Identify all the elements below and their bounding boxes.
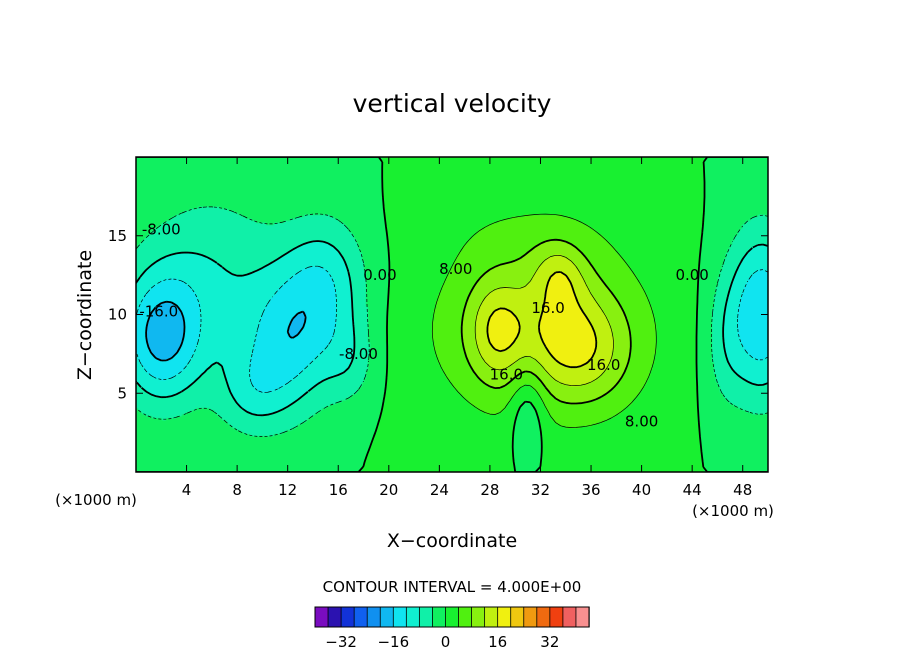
colorbar-swatch <box>418 606 434 628</box>
velocity-field <box>136 157 768 472</box>
colorbar: −32 −16 0 16 32 <box>314 606 590 651</box>
contour-line <box>460 238 632 405</box>
contour-label: 0.00 <box>675 266 708 284</box>
contour-lines <box>136 157 768 472</box>
colorbar-swatch <box>445 606 460 628</box>
x-tick-label: 28 <box>480 481 499 499</box>
x-tick-label: 36 <box>581 481 600 499</box>
contour-label: 16.0 <box>587 356 620 374</box>
contour-label: 16.0 <box>490 365 523 383</box>
x-axis-title: X−coordinate <box>387 530 517 552</box>
contour-line <box>136 240 768 417</box>
x-tick-label: 32 <box>531 481 550 499</box>
plot-area: -8.00 -16.0 0.00 -8.00 8.00 16.0 16.0 16.0 8.00 0… <box>135 156 769 473</box>
colorbar-swatch <box>536 606 551 628</box>
contour-line <box>486 271 598 369</box>
y-tick-label: 10 <box>108 306 127 324</box>
contour-label: 16.0 <box>531 299 564 317</box>
contour-label: 0.00 <box>363 266 396 284</box>
contour-line <box>136 157 768 472</box>
contour-line <box>431 213 657 428</box>
colorbar-swatch <box>340 606 355 628</box>
contour-labels: -8.00 -16.0 0.00 -8.00 8.00 16.0 16.0 16.0 8.00 0… <box>139 220 709 430</box>
contour-line <box>474 254 614 386</box>
x-tick-label: 48 <box>733 481 752 499</box>
colorbar-swatch <box>379 606 394 628</box>
colorbar-swatch <box>392 606 408 628</box>
y-tick-label: 15 <box>108 227 127 245</box>
colorbar-swatch <box>432 606 447 628</box>
x-tick-label: 12 <box>278 481 297 499</box>
colorbar-tick-label: −16 <box>377 633 409 651</box>
contour-label: 8.00 <box>439 260 472 278</box>
colorbar-tick-label: 0 <box>441 633 451 651</box>
colorbar-tick-label: 32 <box>540 633 559 651</box>
colorbar-swatch <box>405 606 421 628</box>
y-unit-label: (×1000 m) <box>55 491 137 509</box>
colorbar-swatch <box>327 606 342 628</box>
colorbar-tick-label: 16 <box>488 633 507 651</box>
x-tick-label: 4 <box>182 481 192 499</box>
colorbar-swatch <box>497 606 512 628</box>
colorbar-swatch <box>366 606 381 628</box>
chart-title: vertical velocity <box>353 89 552 118</box>
contour-label: -8.00 <box>339 345 378 363</box>
colorbar-tick-label: −32 <box>325 633 357 651</box>
contour-line <box>145 300 307 362</box>
y-axis-title: Z−coordinate <box>74 250 96 380</box>
x-tick-label: 40 <box>632 481 651 499</box>
x-tick-label: 24 <box>430 481 449 499</box>
x-tick-label: 8 <box>232 481 242 499</box>
contour-label: 8.00 <box>625 413 658 431</box>
contour-line <box>136 206 768 437</box>
x-tick-label: 44 <box>683 481 702 499</box>
contour-label: -8.00 <box>142 220 181 238</box>
contour-interval-label: CONTOUR INTERVAL = 4.000E+00 <box>323 578 582 596</box>
colorbar-swatch <box>353 606 368 628</box>
x-tick-label: 20 <box>379 481 398 499</box>
colorbar-swatch <box>575 606 590 628</box>
x-axis: 4 8 12 16 20 24 28 32 36 40 44 48 <box>182 157 752 499</box>
colorbar-swatch <box>484 606 499 628</box>
contour-label: -16.0 <box>139 302 178 320</box>
colorbar-frame <box>314 606 590 628</box>
y-axis: 5 10 15 <box>108 227 768 402</box>
colorbar-swatch <box>458 606 473 628</box>
colorbar-swatch <box>549 606 564 628</box>
colorbar-swatch <box>314 606 329 628</box>
colorbar-swatch <box>523 606 538 628</box>
colorbar-swatch <box>510 606 525 628</box>
y-tick-label: 5 <box>117 384 127 402</box>
x-tick-label: 16 <box>329 481 348 499</box>
colorbar-swatch <box>471 606 486 628</box>
colorbar-swatch <box>562 606 577 628</box>
x-unit-label: (×1000 m) <box>692 502 774 520</box>
